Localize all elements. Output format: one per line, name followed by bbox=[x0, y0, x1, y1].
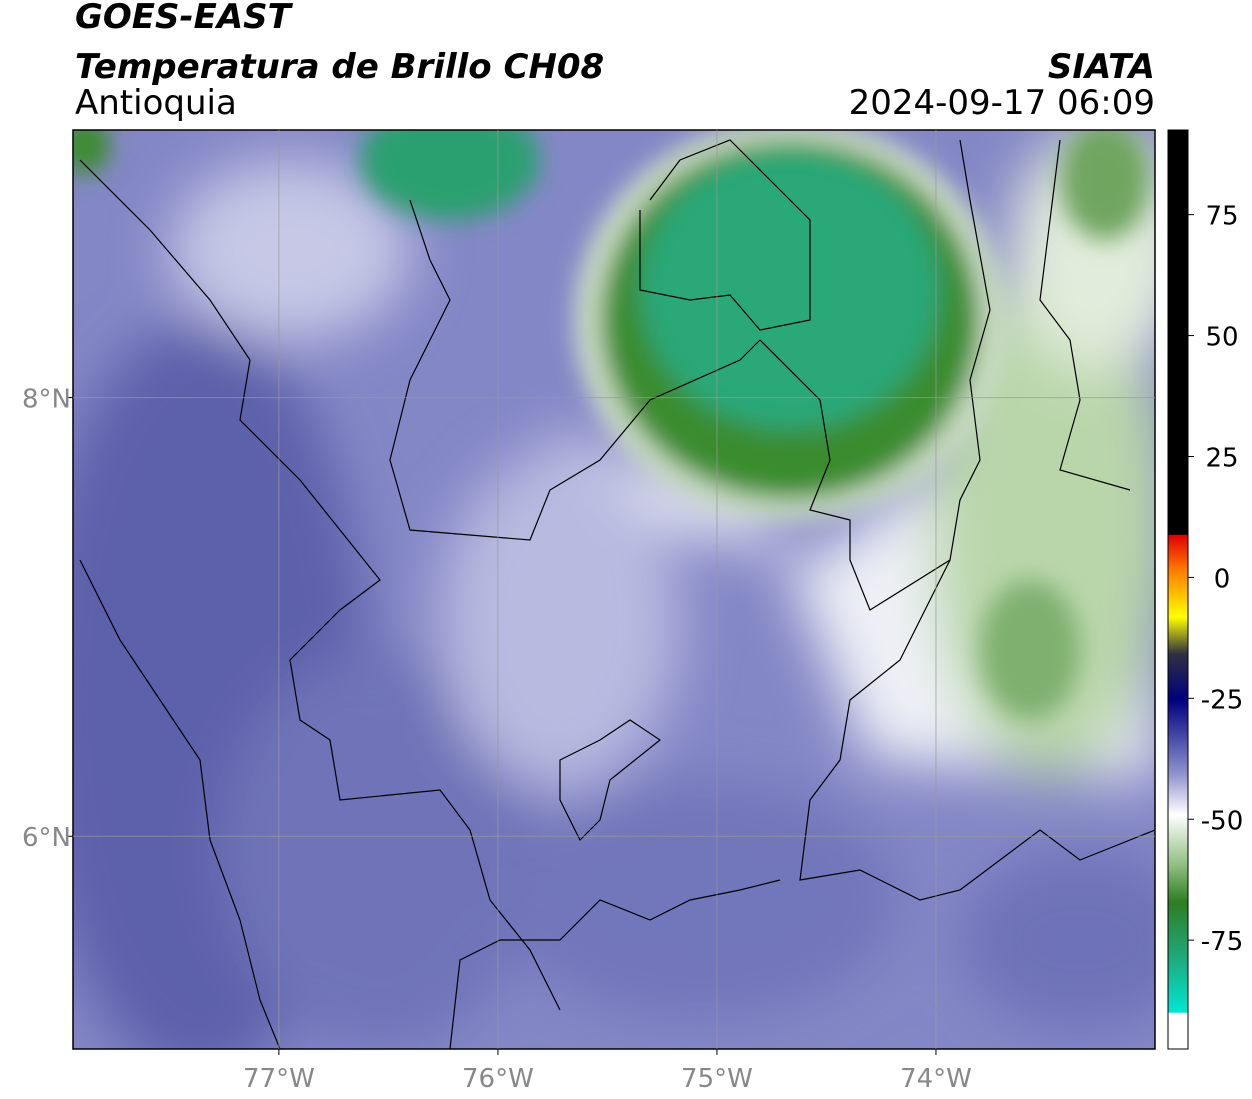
colorbar-tick-label: 75 bbox=[1205, 202, 1238, 232]
satellite-imagery bbox=[73, 130, 1155, 1049]
axes: 77°W 76°W 75°W 74°W 6°N 8°N -75 -50 -25 0 25 50 75 bbox=[22, 130, 1243, 1094]
colorbar-tick-label: 25 bbox=[1205, 443, 1238, 473]
title: GOES-EAST bbox=[75, 0, 294, 37]
colorbar-tick-label: -25 bbox=[1201, 685, 1243, 715]
source-label: SIATA bbox=[1048, 47, 1155, 87]
x-tick-label: 77°W bbox=[243, 1064, 315, 1094]
x-tick-label: 75°W bbox=[681, 1064, 753, 1094]
colorbar-tick-label: -50 bbox=[1201, 806, 1243, 836]
x-tick-label: 76°W bbox=[462, 1064, 534, 1094]
region-label: Antioquia bbox=[75, 83, 237, 123]
timestamp: 2024-09-17 06:09 bbox=[849, 83, 1155, 123]
map-frame bbox=[72, 129, 1156, 1050]
admin-borders bbox=[79, 139, 1155, 1049]
y-tick-label: 6°N bbox=[22, 823, 71, 853]
x-tick-label: 74°W bbox=[900, 1064, 972, 1094]
product-title: Temperatura de Brillo CH08 bbox=[75, 47, 604, 87]
colorbar-tick-label: -75 bbox=[1201, 927, 1243, 957]
y-tick-label: 8°N bbox=[22, 385, 71, 415]
colorbar bbox=[1167, 129, 1189, 1050]
colorbar-tick-label: 0 bbox=[1214, 564, 1231, 594]
colorbar-tick-label: 50 bbox=[1205, 323, 1238, 353]
